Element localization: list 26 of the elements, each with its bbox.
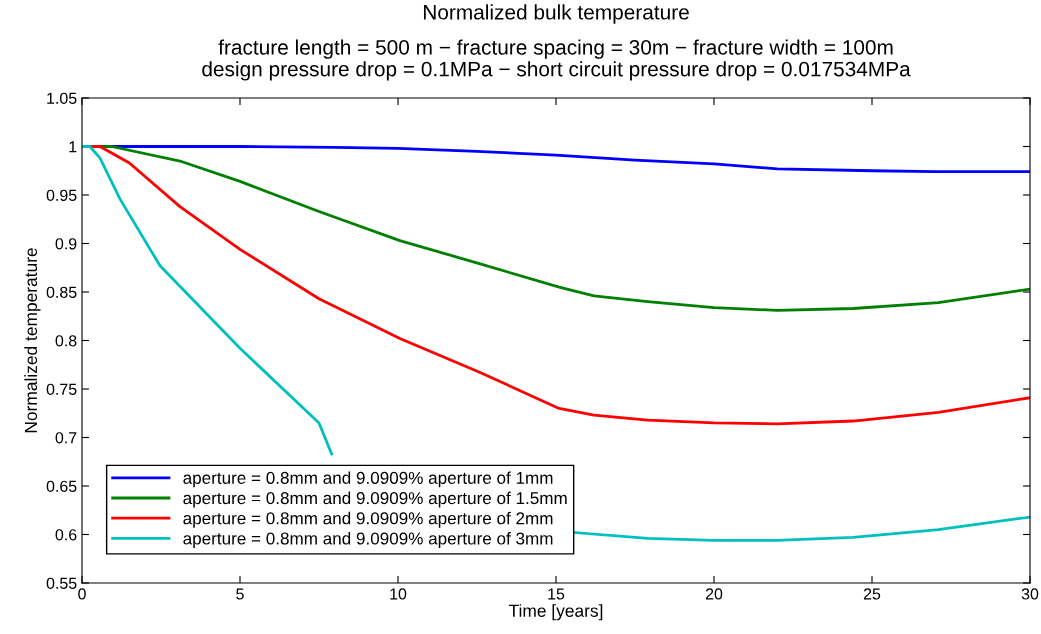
chart-title: Normalized bulk temperature xyxy=(423,4,689,24)
x-tick-label: 5 xyxy=(236,588,244,600)
y-tick-label: 0.8 xyxy=(55,335,77,347)
legend-label: aperture = 0.8mm and 9.0909% aperture of 1.5mm xyxy=(183,491,567,508)
y-tick-label: 0.85 xyxy=(46,286,77,298)
x-axis-title: Time [years] xyxy=(508,604,603,621)
x-tick-label: 25 xyxy=(863,588,881,600)
x-tick-label: 0 xyxy=(78,588,86,600)
x-tick-label: 15 xyxy=(548,588,565,600)
x-tick-label: 30 xyxy=(1021,588,1039,600)
x-tick-label: 10 xyxy=(390,588,407,600)
legend-label: aperture = 0.8mm and 9.0909% aperture of 1mm xyxy=(183,471,553,488)
y-tick-label: 0.55 xyxy=(46,577,77,589)
y-tick-label: 0.9 xyxy=(55,238,77,250)
chart-subtitle: fracture length = 500 m − fracture spacing = 30m − fracture width = 100m design pressure drop = 0.1MPa − short circuit pressure drop = 0.017534MPa xyxy=(202,39,911,81)
y-tick-label: 1 xyxy=(69,141,77,153)
y-tick-label: 1.05 xyxy=(47,92,77,104)
legend-label: aperture = 0.8mm and 9.0909% aperture of 2mm xyxy=(183,511,553,528)
y-tick-label: 0.75 xyxy=(46,383,77,395)
x-tick-label: 20 xyxy=(705,588,723,600)
y-tick-label: 0.7 xyxy=(55,432,77,444)
y-tick-label: 0.95 xyxy=(46,189,77,201)
y-axis-title: Normalized temperature xyxy=(24,248,41,433)
y-tick-label: 0.6 xyxy=(55,529,77,541)
legend-label: aperture = 0.8mm and 9.0909% aperture of 3mm xyxy=(183,532,553,548)
y-tick-label: 0.65 xyxy=(46,480,77,492)
